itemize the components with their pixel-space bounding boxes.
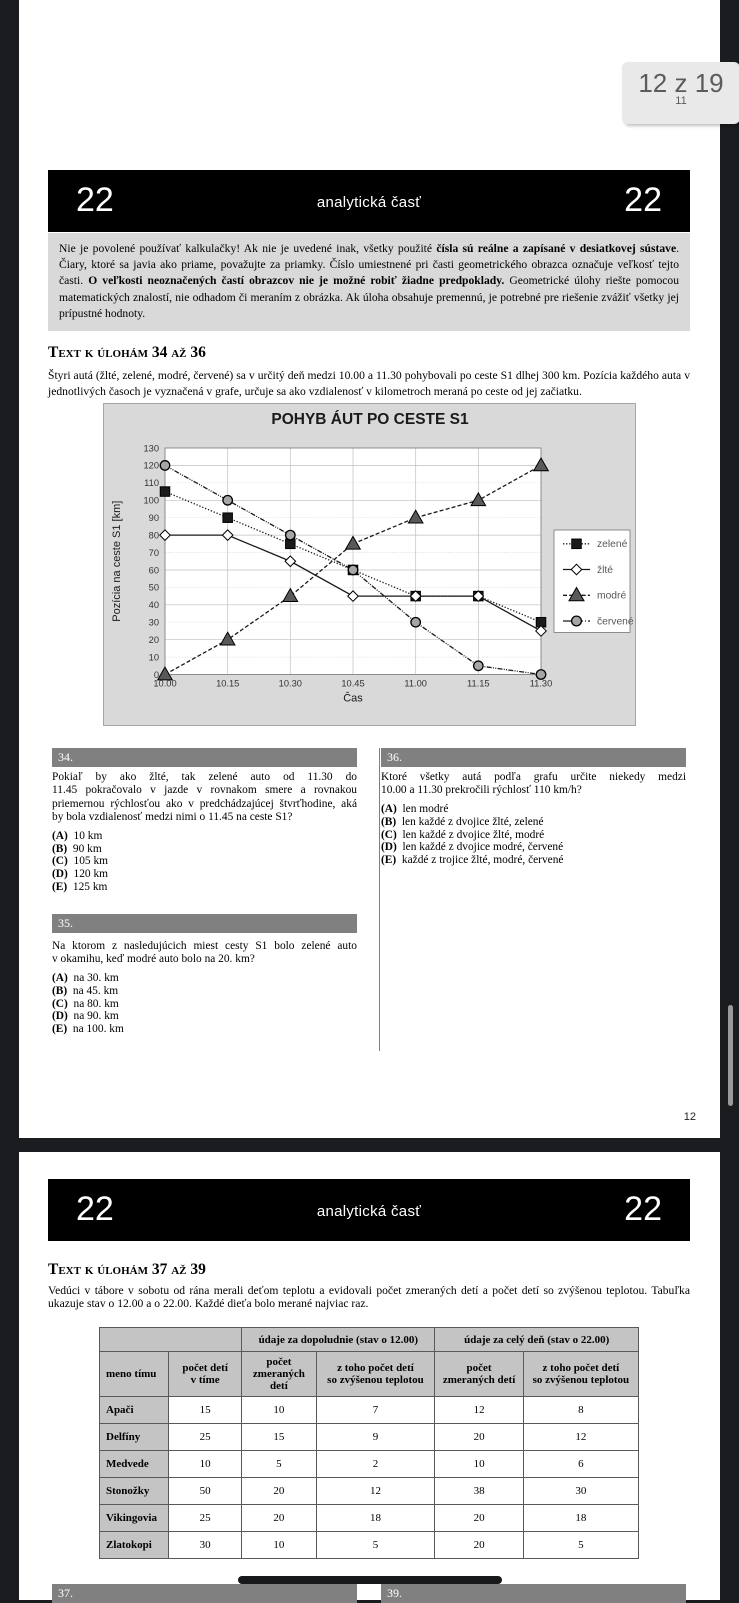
svg-text:40: 40: [149, 600, 159, 610]
svg-text:10: 10: [149, 652, 159, 662]
svg-text:žlté: žlté: [597, 565, 613, 576]
svg-text:20: 20: [149, 635, 159, 645]
svg-text:70: 70: [149, 548, 159, 558]
svg-text:POHYB ÁUT PO CESTE S1: POHYB ÁUT PO CESTE S1: [271, 411, 469, 428]
svg-text:50: 50: [149, 583, 159, 593]
svg-text:80: 80: [149, 530, 159, 540]
svg-text:130: 130: [143, 443, 159, 453]
svg-text:10.45: 10.45: [341, 679, 364, 689]
svg-text:11.15: 11.15: [467, 679, 490, 689]
svg-text:120: 120: [143, 461, 159, 471]
svg-text:110: 110: [144, 478, 159, 488]
svg-text:Čas: Čas: [343, 692, 363, 705]
svg-text:60: 60: [149, 565, 159, 575]
svg-text:modré: modré: [597, 591, 626, 602]
svg-text:90: 90: [149, 513, 159, 523]
svg-text:10.30: 10.30: [279, 679, 302, 689]
svg-text:zelené: zelené: [597, 539, 628, 550]
svg-text:30: 30: [149, 618, 159, 628]
svg-text:Pozícia na ceste S1 [km]: Pozícia na ceste S1 [km]: [111, 501, 123, 622]
svg-text:10.15: 10.15: [216, 679, 239, 689]
svg-text:11.30: 11.30: [530, 679, 553, 689]
svg-text:100: 100: [143, 496, 159, 506]
svg-text:červené: červené: [597, 616, 634, 627]
svg-text:11.00: 11.00: [404, 679, 427, 689]
